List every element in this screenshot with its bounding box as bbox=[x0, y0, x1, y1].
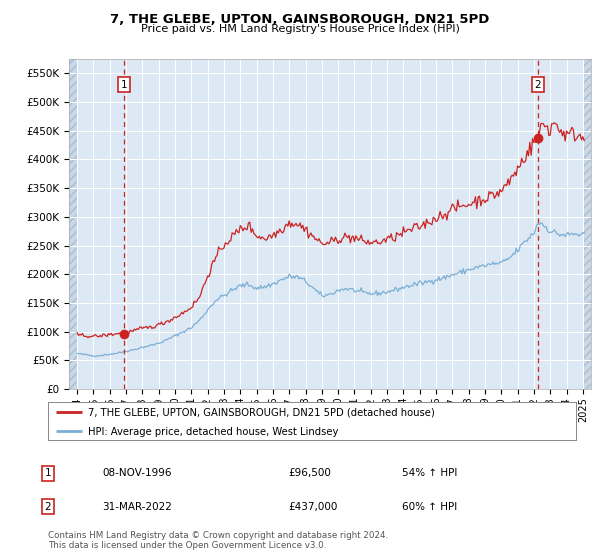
Text: £96,500: £96,500 bbox=[288, 468, 331, 478]
Text: 60% ↑ HPI: 60% ↑ HPI bbox=[402, 502, 457, 512]
Text: 08-NOV-1996: 08-NOV-1996 bbox=[102, 468, 172, 478]
Text: 54% ↑ HPI: 54% ↑ HPI bbox=[402, 468, 457, 478]
Text: 1: 1 bbox=[121, 80, 127, 90]
Text: Contains HM Land Registry data © Crown copyright and database right 2024.
This d: Contains HM Land Registry data © Crown c… bbox=[48, 531, 388, 550]
Text: 31-MAR-2022: 31-MAR-2022 bbox=[102, 502, 172, 512]
Text: 2: 2 bbox=[535, 80, 541, 90]
Text: Price paid vs. HM Land Registry's House Price Index (HPI): Price paid vs. HM Land Registry's House … bbox=[140, 24, 460, 34]
Text: 7, THE GLEBE, UPTON, GAINSBOROUGH, DN21 5PD (detached house): 7, THE GLEBE, UPTON, GAINSBOROUGH, DN21 … bbox=[88, 408, 434, 418]
Text: 1: 1 bbox=[44, 468, 52, 478]
Text: 2: 2 bbox=[44, 502, 52, 512]
Text: HPI: Average price, detached house, West Lindsey: HPI: Average price, detached house, West… bbox=[88, 427, 338, 437]
Text: £437,000: £437,000 bbox=[288, 502, 337, 512]
Text: 7, THE GLEBE, UPTON, GAINSBOROUGH, DN21 5PD: 7, THE GLEBE, UPTON, GAINSBOROUGH, DN21 … bbox=[110, 13, 490, 26]
